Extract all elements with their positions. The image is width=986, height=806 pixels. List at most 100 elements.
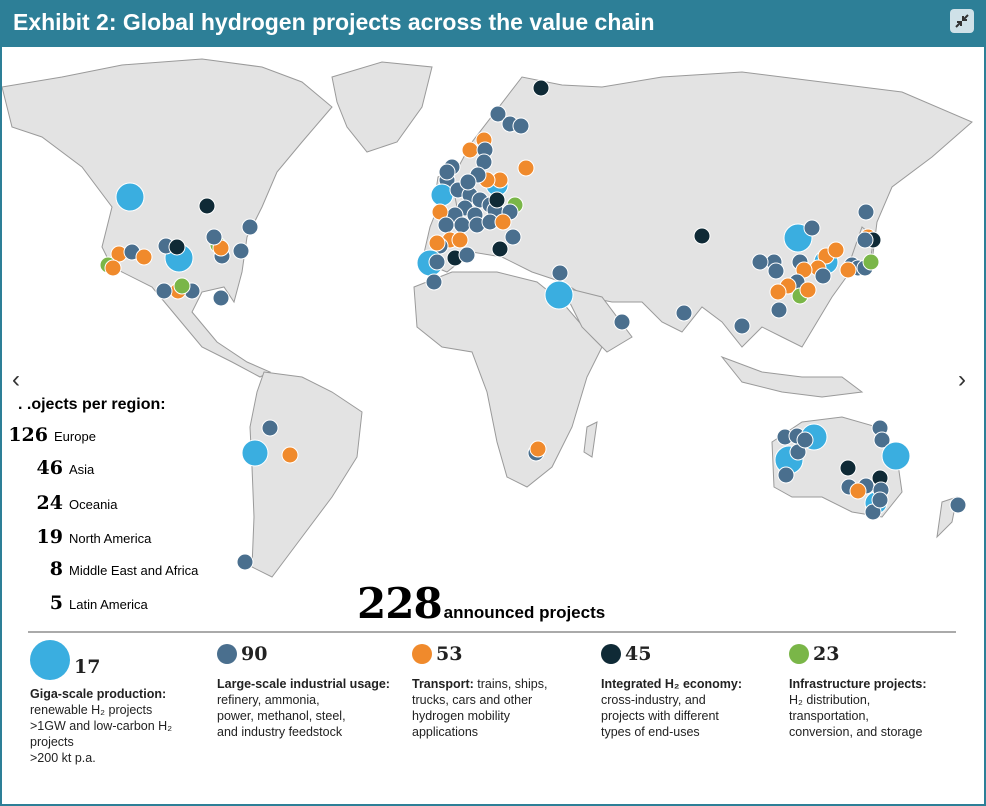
project-dot-transport[interactable]	[799, 281, 817, 299]
project-dot-industrial[interactable]	[437, 216, 455, 234]
project-dot-industrial[interactable]	[856, 231, 874, 249]
region-latin-america: 5 Latin America	[19, 592, 148, 614]
indonesia	[720, 355, 864, 398]
project-dot-integrated-economy[interactable]	[168, 238, 186, 256]
project-dot-industrial[interactable]	[155, 282, 173, 300]
project-dot-industrial[interactable]	[803, 219, 821, 237]
project-dot-industrial[interactable]	[873, 431, 891, 449]
legend-industrial: 90 Large-scale industrial usage: refinery…	[217, 640, 395, 740]
project-dot-transport[interactable]	[451, 231, 469, 249]
project-dot-transport[interactable]	[281, 446, 299, 464]
project-dot-industrial[interactable]	[232, 242, 250, 260]
legend-desc: hydrogen mobility	[412, 709, 510, 723]
project-dot-transport[interactable]	[517, 159, 535, 177]
region-count: 126	[8, 424, 48, 446]
legend-title: Large-scale industrial usage:	[217, 677, 390, 691]
project-dot-industrial[interactable]	[205, 228, 223, 246]
region-count: 5	[49, 592, 63, 614]
world-map	[2, 58, 973, 578]
project-dot-industrial[interactable]	[949, 496, 967, 514]
legend-dot	[601, 644, 621, 664]
project-dot-industrial[interactable]	[459, 173, 477, 191]
project-dot-industrial[interactable]	[504, 228, 522, 246]
project-dot-industrial[interactable]	[261, 419, 279, 437]
project-dot-industrial[interactable]	[613, 313, 631, 331]
legend-transport: 53 Transport: trains, ships, trucks, cars …	[412, 640, 590, 740]
project-dot-integrated-economy[interactable]	[839, 459, 857, 477]
project-dot-industrial[interactable]	[857, 203, 875, 221]
project-dot-giga-scale[interactable]	[241, 439, 269, 467]
project-dot-transport[interactable]	[135, 248, 153, 266]
legend-desc: >200 kt p.a.	[30, 751, 96, 765]
legend-count: 17	[74, 656, 101, 678]
project-dot-integrated-economy[interactable]	[693, 227, 711, 245]
project-dot-industrial[interactable]	[814, 267, 832, 285]
legend-title: Transport:	[412, 677, 474, 691]
project-dot-giga-scale[interactable]	[544, 280, 574, 310]
legend-desc: and industry feedstock	[217, 725, 343, 739]
total-count: 228	[357, 579, 443, 628]
region-label: Oceania	[69, 497, 118, 512]
next-arrow[interactable]: ›	[958, 366, 966, 393]
project-dot-giga-scale[interactable]	[430, 183, 454, 207]
project-dot-transport[interactable]	[827, 241, 845, 259]
project-dot-industrial[interactable]	[733, 317, 751, 335]
project-dot-industrial[interactable]	[871, 491, 889, 509]
project-dot-transport[interactable]	[461, 141, 479, 159]
project-dot-integrated-economy[interactable]	[532, 79, 550, 97]
project-dot-industrial[interactable]	[551, 264, 569, 282]
legend-dot	[30, 640, 70, 680]
project-dot-infrastructure[interactable]	[862, 253, 880, 271]
project-dot-transport[interactable]	[428, 234, 446, 252]
legend-count: 45	[625, 643, 652, 665]
project-dot-industrial[interactable]	[428, 253, 446, 271]
region-north-america: 19 North America	[19, 526, 152, 548]
previous-arrow[interactable]: ‹	[12, 366, 20, 393]
project-dot-industrial[interactable]	[675, 304, 693, 322]
greenland	[331, 61, 433, 153]
project-dot-industrial[interactable]	[796, 431, 814, 449]
collapse-button[interactable]	[950, 9, 974, 33]
project-dot-infrastructure[interactable]	[173, 277, 191, 295]
legend-desc: projects	[30, 735, 74, 749]
legend-count: 90	[241, 643, 268, 665]
region-europe: 126 Europe	[4, 424, 96, 446]
project-dot-industrial[interactable]	[777, 466, 795, 484]
legend-dot	[789, 644, 809, 664]
project-dot-transport[interactable]	[529, 440, 547, 458]
legend-desc: trains, ships,	[477, 677, 548, 691]
legend-title: Giga-scale production:	[30, 687, 167, 701]
project-dot-industrial[interactable]	[751, 253, 769, 271]
project-dot-industrial[interactable]	[241, 218, 259, 236]
legend-title: Integrated H₂ economy:	[601, 677, 742, 691]
project-dot-transport[interactable]	[769, 283, 787, 301]
project-dot-integrated-economy[interactable]	[488, 191, 506, 209]
project-dot-industrial[interactable]	[425, 273, 443, 291]
project-dot-industrial[interactable]	[236, 553, 254, 571]
project-dot-transport[interactable]	[494, 213, 512, 231]
region-count: 46	[36, 457, 63, 479]
legend-giga-scale: 17 Giga-scale production: renewable H₂ pro…	[30, 640, 208, 766]
project-dot-industrial[interactable]	[212, 289, 230, 307]
region-count: 8	[49, 558, 63, 580]
legend-desc: >1GW and low-carbon H₂	[30, 719, 173, 733]
project-dot-giga-scale[interactable]	[881, 441, 911, 471]
project-dot-industrial[interactable]	[438, 163, 456, 181]
project-dot-giga-scale[interactable]	[115, 182, 145, 212]
legend-desc: cross-industry, and	[601, 693, 706, 707]
project-dot-industrial[interactable]	[489, 105, 507, 123]
project-dot-industrial[interactable]	[512, 117, 530, 135]
project-dot-industrial[interactable]	[453, 216, 471, 234]
project-dot-industrial[interactable]	[767, 262, 785, 280]
legend-desc: projects with different	[601, 709, 719, 723]
project-dot-transport[interactable]	[104, 259, 122, 277]
project-dot-transport[interactable]	[849, 482, 867, 500]
region-count: 24	[36, 492, 63, 514]
project-dot-industrial[interactable]	[770, 301, 788, 319]
project-dot-transport[interactable]	[839, 261, 857, 279]
project-dot-industrial[interactable]	[458, 246, 476, 264]
project-dot-integrated-economy[interactable]	[198, 197, 216, 215]
legend-dot	[217, 644, 237, 664]
project-dot-integrated-economy[interactable]	[491, 240, 509, 258]
